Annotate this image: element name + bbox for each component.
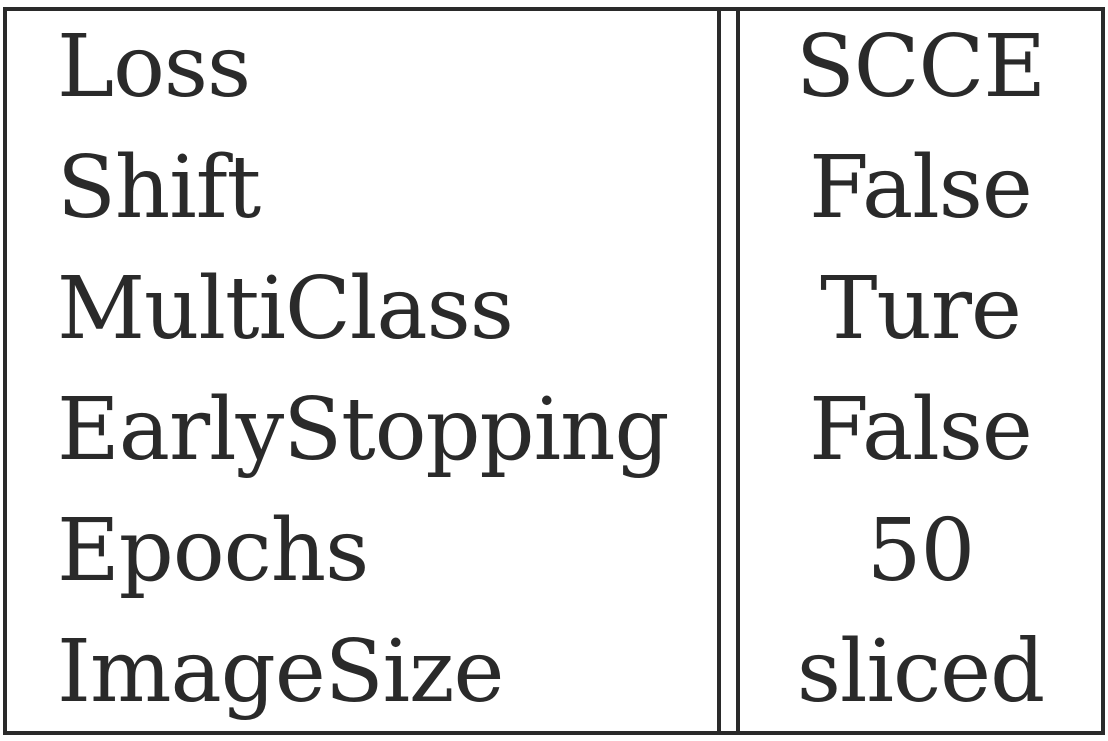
parameter-value: 50 [866,501,975,601]
parameter-value: sliced [796,622,1045,722]
table-row: ImageSize sliced [7,612,1101,732]
parameter-value: False [809,380,1033,480]
parameter-name: ImageSize [57,622,504,722]
parameter-value: False [809,138,1033,238]
parameter-name: MultiClass [57,259,514,359]
parameter-name: EarlyStopping [57,380,670,480]
parameter-name: Shift [57,138,261,238]
column-divider-right [736,11,740,731]
table-row: Shift False [7,128,1101,248]
table-body: Loss SCCE Shift False MultiClass Ture Ea… [7,11,1101,731]
table-row: Epochs 50 [7,491,1101,611]
parameter-name: Epochs [57,501,369,601]
table-row: EarlyStopping False [7,370,1101,490]
parameter-value: SCCE [795,17,1046,117]
table-row: Loss SCCE [7,7,1101,127]
column-divider-left [717,11,721,731]
table-row: MultiClass Ture [7,249,1101,369]
parameter-name: Loss [57,17,251,117]
parameter-table: Loss SCCE Shift False MultiClass Ture Ea… [3,7,1105,735]
parameter-value: Ture [820,259,1022,359]
